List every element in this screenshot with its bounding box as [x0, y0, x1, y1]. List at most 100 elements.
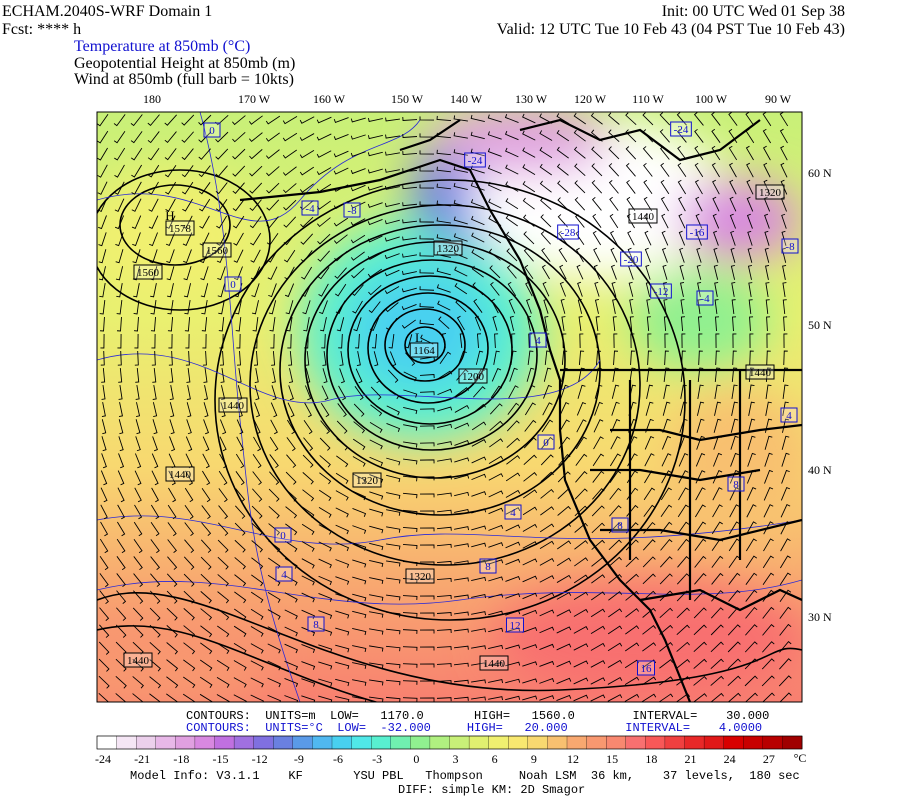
wind-barb [471, 421, 487, 431]
wind-barb [253, 419, 261, 435]
wind-barb [470, 114, 485, 123]
wind-barb [336, 317, 345, 332]
wind-barb [573, 112, 587, 125]
wind-barb [101, 367, 106, 383]
wind-barb [135, 419, 141, 435]
wind-barb [676, 607, 690, 619]
wind-barb [590, 677, 606, 685]
wind-barb [436, 492, 452, 497]
wind-barb [233, 608, 247, 621]
wind-barb [388, 333, 395, 349]
wind-barb [404, 334, 413, 349]
temperature-label-box [506, 617, 524, 633]
wind-barb [318, 610, 333, 619]
wind-barb [181, 131, 194, 143]
wind-barb [234, 574, 247, 587]
colorbar: -24 -21 -18 -15 -12 -9 -6 -3 0 3 6 9 12 15 18 21 24 27 [95, 735, 803, 766]
wind-barb [642, 625, 657, 635]
wind-barb [98, 232, 107, 247]
wind-barb [630, 333, 635, 349]
colorbar-swatch [390, 735, 411, 750]
wind-barb [575, 213, 585, 228]
wind-barb [471, 525, 487, 531]
wind-barb [559, 281, 567, 297]
wind-barb [436, 560, 452, 565]
longitude-label: 150 W [391, 92, 424, 106]
wind-barb [525, 281, 533, 297]
wind-barb [99, 283, 106, 298]
wind-barb [250, 643, 264, 654]
wind-barb [731, 384, 738, 399]
wind-barb [283, 199, 297, 211]
wind-barb [352, 593, 367, 602]
wind-barb [252, 488, 263, 502]
wind-barb [745, 128, 755, 144]
wind-barb [386, 423, 401, 432]
wind-barb [299, 149, 315, 159]
wind-barb [765, 282, 770, 297]
wind-barb [594, 281, 600, 297]
wind-barb [714, 282, 719, 297]
temperature-label-text: -12 [654, 286, 669, 298]
wind-barb [117, 350, 122, 366]
wind-barb [386, 560, 401, 567]
wind-barb [116, 590, 127, 604]
wind-barb [282, 116, 298, 125]
wind-barb [114, 164, 125, 178]
wind-barb [436, 594, 452, 599]
temperature-label: 8 [307, 616, 325, 632]
wind-barb [510, 350, 517, 365]
temperature-label-box [307, 616, 325, 632]
wind-barb [607, 676, 623, 685]
wind-barb [729, 487, 740, 501]
wind-barb [591, 574, 606, 584]
wind-barb [436, 680, 452, 685]
wind-barb [676, 641, 690, 652]
wind-barb [574, 540, 589, 550]
wind-barb [748, 282, 753, 297]
wind-barb [336, 420, 348, 434]
wind-barb [198, 148, 211, 160]
wind-barb [680, 281, 685, 297]
wind-barb [302, 506, 315, 519]
wind-barb [590, 642, 606, 651]
wind-barb [522, 506, 538, 516]
temperature-label-box [504, 504, 522, 520]
wind-barb [681, 350, 686, 366]
wind-barb [165, 181, 177, 195]
wind-barb [712, 179, 720, 195]
wind-barb [729, 521, 740, 535]
wind-barb [677, 179, 687, 195]
wind-barb [523, 231, 535, 245]
wind-barb [591, 557, 606, 567]
wind-barb [183, 608, 195, 621]
wind-barb [335, 541, 350, 552]
wind-barb [385, 594, 401, 601]
colorbar-swatch [625, 735, 646, 750]
wind-barb [660, 487, 672, 501]
wind-barb [385, 117, 400, 122]
wind-barb [299, 116, 315, 124]
wind-barb [233, 677, 247, 688]
wind-barb [149, 641, 161, 655]
wind-barb [693, 590, 707, 602]
temperature-label-box [686, 224, 708, 240]
contour-info-temperature: CONTOURS: UNITS=°C LOW= -32.000 HIGH= 20… [186, 721, 762, 735]
wind-barb [289, 368, 294, 384]
wind-barb [507, 402, 520, 415]
wind-barb [132, 676, 144, 689]
wind-barb [252, 453, 262, 469]
wind-barb [693, 624, 707, 636]
wind-barb [100, 350, 105, 366]
wind-barb [522, 130, 536, 141]
wind-barb [731, 299, 736, 315]
wind-barb [198, 114, 212, 126]
wind-barb [201, 316, 208, 332]
wind-barb [266, 182, 280, 194]
wind-barb [182, 198, 193, 212]
wind-barb [369, 560, 384, 568]
height-label: 1440 [218, 397, 248, 413]
wind-barb [454, 526, 469, 531]
wind-barb [556, 557, 572, 567]
colorbar-label: 18 [645, 752, 657, 766]
